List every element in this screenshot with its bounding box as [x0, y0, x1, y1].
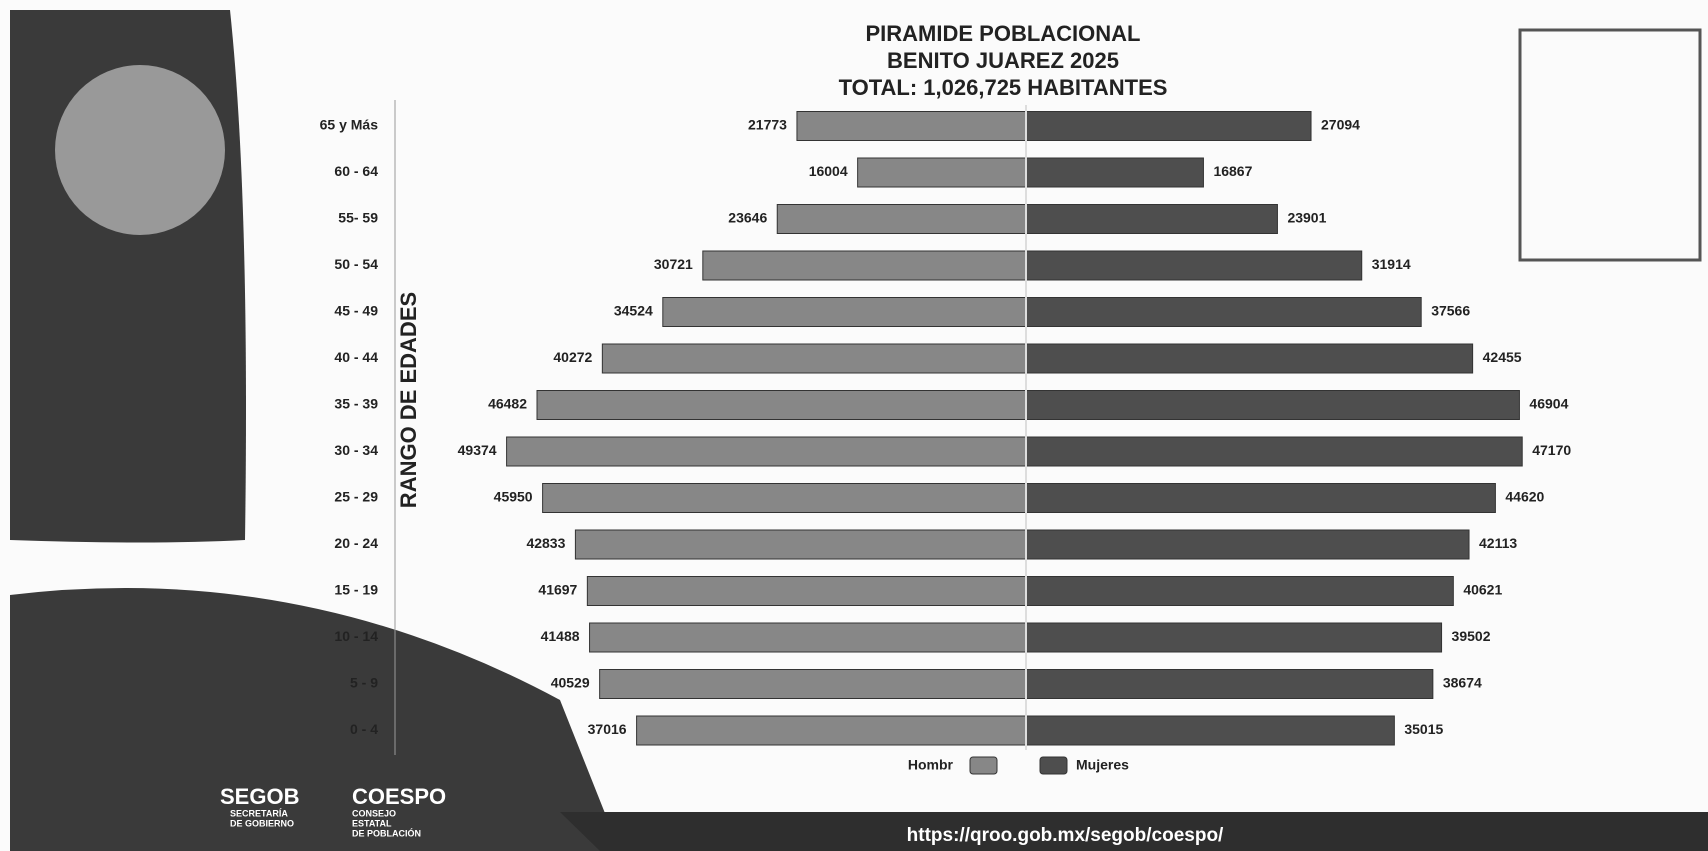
data-label: 42113: [1479, 535, 1517, 551]
chart-title: BENITO JUAREZ 2025: [887, 48, 1119, 73]
data-label: 21773: [748, 117, 787, 133]
y-tick-label: 35 - 39: [334, 396, 378, 412]
footer-text: COESPO: [352, 784, 446, 809]
bar: [636, 715, 1027, 746]
data-label: 40272: [553, 349, 592, 365]
data-label: 46904: [1529, 396, 1568, 412]
bar: [536, 390, 1027, 420]
legend-swatch: [969, 756, 998, 775]
data-label: 40621: [1463, 582, 1502, 598]
data-label: 35015: [1404, 721, 1443, 737]
data-label: 39502: [1452, 628, 1491, 644]
data-label: 41488: [541, 628, 580, 644]
bar: [1025, 576, 1454, 606]
decoration: [10, 588, 620, 851]
bar: [601, 343, 1027, 374]
bar: [1025, 715, 1395, 746]
data-label: 45950: [494, 489, 533, 505]
bar: [586, 576, 1027, 606]
data-label: 46482: [488, 396, 527, 412]
data-label: 37016: [588, 721, 627, 737]
bar: [1025, 436, 1523, 467]
decoration: [55, 65, 225, 235]
bar: [574, 529, 1027, 560]
y-tick-label: 10 - 14: [334, 628, 378, 644]
y-tick-label: 25 - 29: [334, 489, 378, 505]
footer-band: [560, 812, 1708, 851]
footer-text: CONSEJO: [352, 808, 396, 818]
legend-label: Hombr: [908, 757, 954, 773]
chart-title: PIRAMIDE POBLACIONAL: [866, 21, 1141, 46]
bar: [1025, 669, 1434, 699]
bar: [1025, 622, 1443, 653]
y-tick-label: 5 - 9: [350, 675, 378, 691]
legend-swatch: [1039, 756, 1068, 775]
footer-text: DE GOBIERNO: [230, 818, 294, 828]
bar: [796, 111, 1027, 141]
bar: [506, 436, 1027, 467]
data-label: 42833: [526, 535, 565, 551]
y-tick-label: 0 - 4: [350, 721, 378, 737]
legend-label: Mujeres: [1076, 757, 1129, 773]
bar: [1025, 390, 1520, 420]
data-label: 40529: [551, 675, 590, 691]
chart-title: TOTAL: 1,026,725 HABITANTES: [839, 75, 1168, 100]
data-label: 41697: [538, 582, 577, 598]
y-tick-label: 45 - 49: [334, 303, 378, 319]
y-tick-label: 60 - 64: [334, 163, 378, 179]
bar: [1025, 250, 1363, 281]
data-label: 30721: [654, 256, 693, 272]
bar: [857, 157, 1027, 188]
data-label: 16004: [809, 163, 848, 179]
bar: [1025, 204, 1278, 234]
data-label: 23901: [1287, 210, 1326, 226]
bar: [702, 250, 1027, 281]
data-label: 23646: [728, 210, 767, 226]
y-axis-title: RANGO DE EDADES: [396, 292, 421, 508]
y-tick-label: 20 - 24: [334, 535, 378, 551]
bar: [1025, 343, 1474, 374]
footer-text: DE POBLACIÓN: [352, 827, 421, 838]
y-tick-label: 50 - 54: [334, 256, 378, 272]
bar: [542, 483, 1027, 513]
bar: [1025, 297, 1422, 327]
data-label: 44620: [1505, 489, 1544, 505]
bar: [1025, 483, 1496, 513]
data-label: 27094: [1321, 117, 1360, 133]
data-label: 47170: [1532, 442, 1571, 458]
bar: [599, 669, 1027, 699]
data-label: 38674: [1443, 675, 1482, 691]
y-tick-label: 65 y Más: [320, 117, 379, 133]
data-label: 31914: [1372, 256, 1411, 272]
data-label: 37566: [1431, 303, 1470, 319]
y-tick-label: 40 - 44: [334, 349, 378, 365]
footer-text: SECRETARÍA: [230, 808, 288, 818]
footer-url: https://qroo.gob.mx/segob/coespo/: [907, 825, 1224, 846]
bar: [776, 204, 1027, 234]
y-tick-label: 30 - 34: [334, 442, 378, 458]
y-tick-label: 55- 59: [338, 210, 378, 226]
y-tick-label: 15 - 19: [334, 582, 378, 598]
bar: [662, 297, 1027, 327]
footer-text: ESTATAL: [352, 818, 392, 828]
data-label: 42455: [1483, 349, 1522, 365]
footer-text: SEGOB: [220, 784, 299, 809]
bar: [589, 622, 1027, 653]
bar: [1025, 157, 1204, 188]
data-label: 34524: [614, 303, 653, 319]
data-label: 16867: [1213, 163, 1252, 179]
bar: [1025, 529, 1470, 560]
bar: [1025, 111, 1312, 141]
data-label: 49374: [458, 442, 497, 458]
logo: [1518, 28, 1702, 262]
